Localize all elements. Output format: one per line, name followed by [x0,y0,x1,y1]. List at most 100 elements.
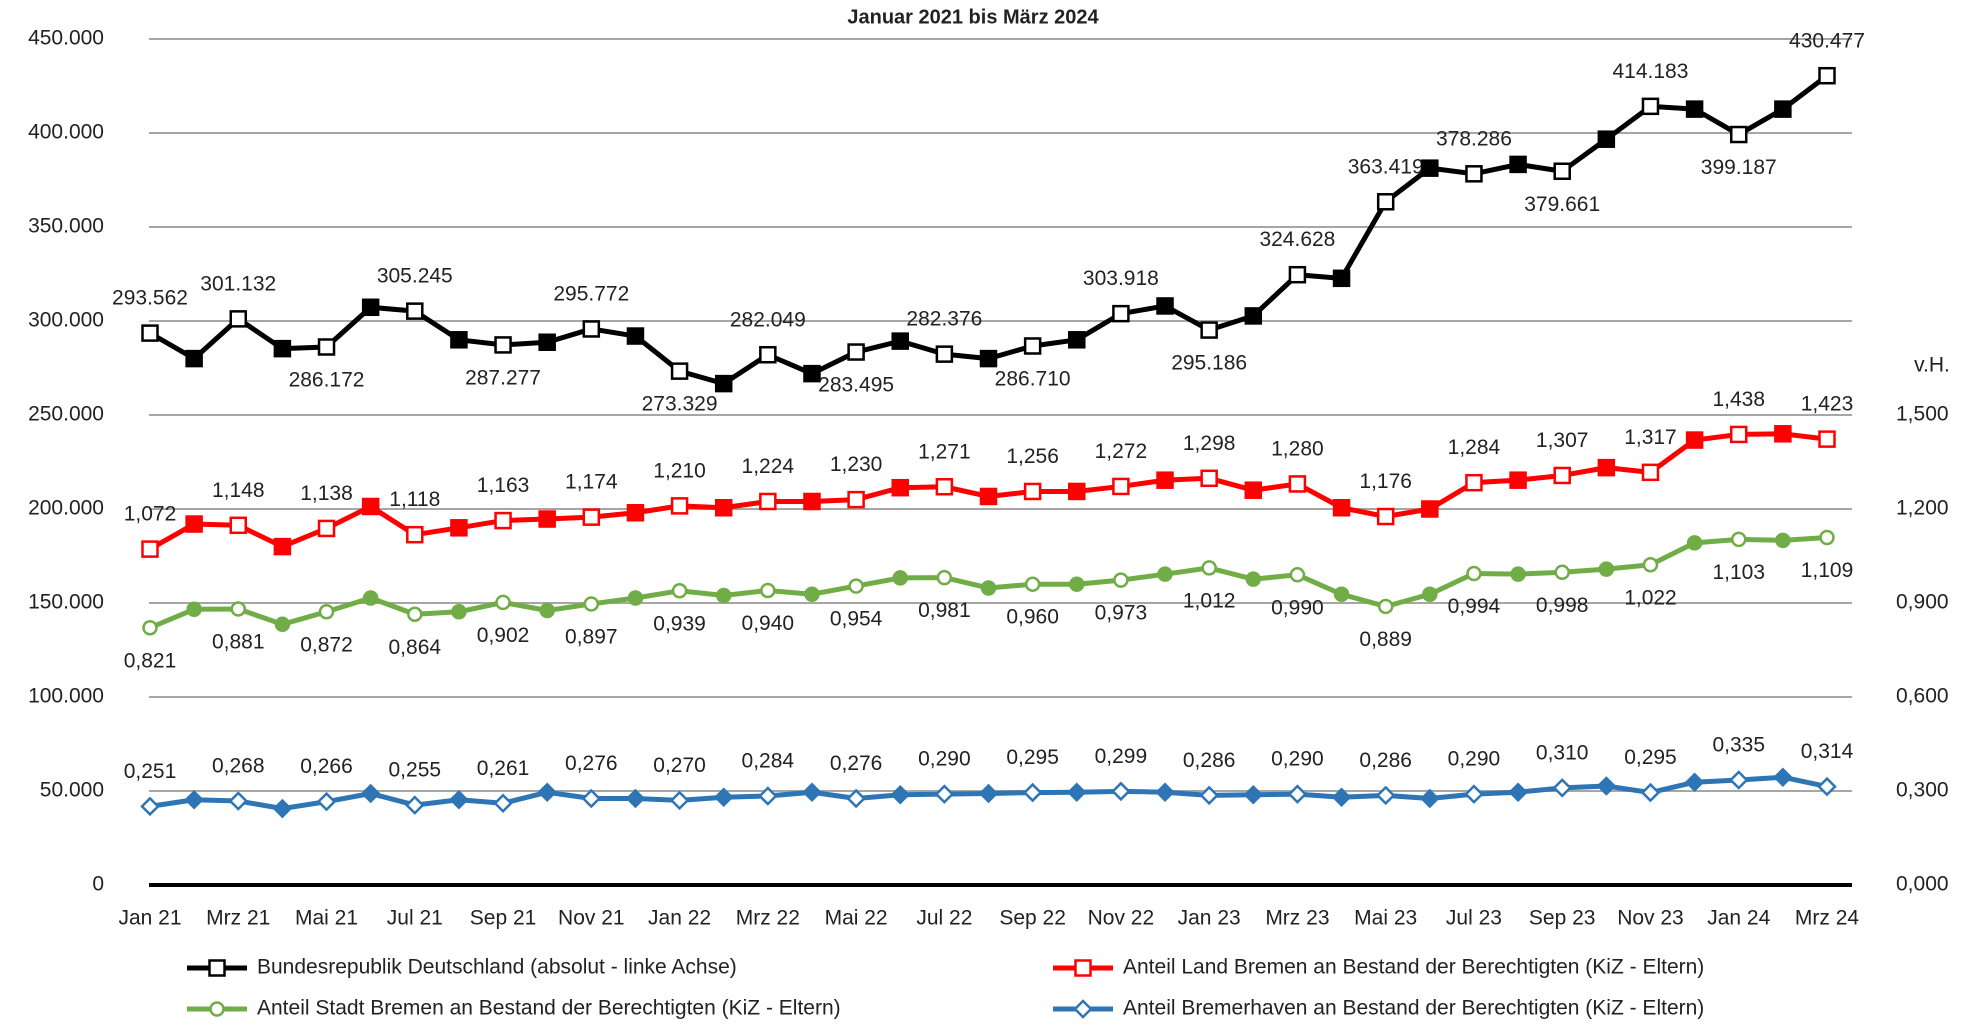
point [229,516,248,535]
point [1596,776,1617,796]
x-tick-label: Mai 21 [295,907,358,930]
point [317,519,336,538]
point [1684,772,1705,792]
data-label: 0,290 [918,748,971,771]
x-tick-label: Mrz 24 [1795,907,1860,930]
point [892,570,908,586]
point [1288,265,1307,284]
point [272,798,293,819]
point [1642,557,1659,573]
point [1598,561,1615,577]
point [759,345,777,364]
legend-label: Bundesrepublik Deutschland (absolut - li… [257,956,737,979]
point [1510,566,1526,582]
point [1819,529,1835,546]
data-label: 0,266 [300,755,353,778]
point [1112,477,1130,496]
point [230,601,247,617]
x-tick-label: Jan 21 [118,907,181,930]
data-label: 0,994 [1448,595,1501,618]
point [1287,784,1308,804]
point [714,498,733,517]
point [1685,100,1704,118]
point [978,783,999,804]
point [1465,165,1483,183]
data-label: 0,864 [389,636,442,659]
data-label: 1,298 [1183,432,1236,455]
point [1641,97,1660,116]
point [1066,782,1087,803]
data-label: 0,251 [124,760,177,783]
point [1728,770,1749,790]
point [1375,785,1396,806]
data-label: 0,276 [565,752,618,775]
x-tick-label: Mai 22 [825,907,888,930]
data-label: 0,897 [565,625,618,648]
point [1509,155,1527,174]
data-label: 1,163 [477,474,530,497]
data-label: 0,902 [477,624,530,647]
chart-title: Januar 2021 bis März 2024 [847,6,1099,28]
point [1068,331,1086,349]
point [759,492,777,511]
data-label: 0,286 [1183,749,1236,772]
point [713,787,734,808]
data-label: 1,072 [124,503,177,526]
y-tick-label: 350.000 [28,215,104,238]
point [1685,431,1704,449]
point [934,784,955,804]
data-label: 0,998 [1536,594,1589,617]
point [1332,498,1351,517]
point [494,511,512,530]
point [1553,162,1571,180]
point [406,525,424,544]
point [760,582,776,599]
data-label: 1,210 [653,459,706,482]
point [1641,463,1660,482]
point [670,497,689,515]
point [1024,576,1041,592]
point [273,537,292,556]
point [1333,586,1350,602]
x-tick-label: Sep 21 [470,907,537,930]
point [847,490,865,509]
point [1156,471,1174,489]
point [316,791,337,812]
point [1422,586,1438,602]
x-tick-label: Jul 23 [1446,907,1502,930]
point [184,790,204,810]
point [1775,532,1791,549]
point [1466,565,1482,582]
point [228,791,249,811]
data-label: 1,118 [389,488,440,511]
data-label: 0,276 [830,752,883,775]
point [1157,566,1173,582]
data-label: 1,103 [1712,561,1765,584]
point [1288,475,1307,493]
x-tick-label: Mrz 22 [736,907,800,930]
y-tick-label: 0 [92,873,104,896]
point [1155,782,1175,803]
point [1421,500,1439,518]
y-tick-label: 200.000 [28,497,104,520]
data-label: 305.245 [377,265,453,288]
x-tick-label: Jan 23 [1178,907,1241,930]
point [1376,507,1395,526]
point [449,790,469,810]
data-label: 0,939 [653,612,706,635]
point [1729,425,1748,444]
point [1111,781,1131,802]
data-label: 1,256 [1006,445,1059,468]
point [360,783,381,804]
point [185,349,203,368]
point [407,606,423,623]
point [979,487,998,506]
point [1509,471,1527,489]
point [1199,785,1219,806]
point [493,793,513,813]
point [1073,999,1093,1019]
point [890,784,911,805]
data-label: 283.495 [818,374,894,397]
y-tick-label: 250.000 [28,403,104,426]
y2-tick-label: 0,600 [1896,685,1949,708]
